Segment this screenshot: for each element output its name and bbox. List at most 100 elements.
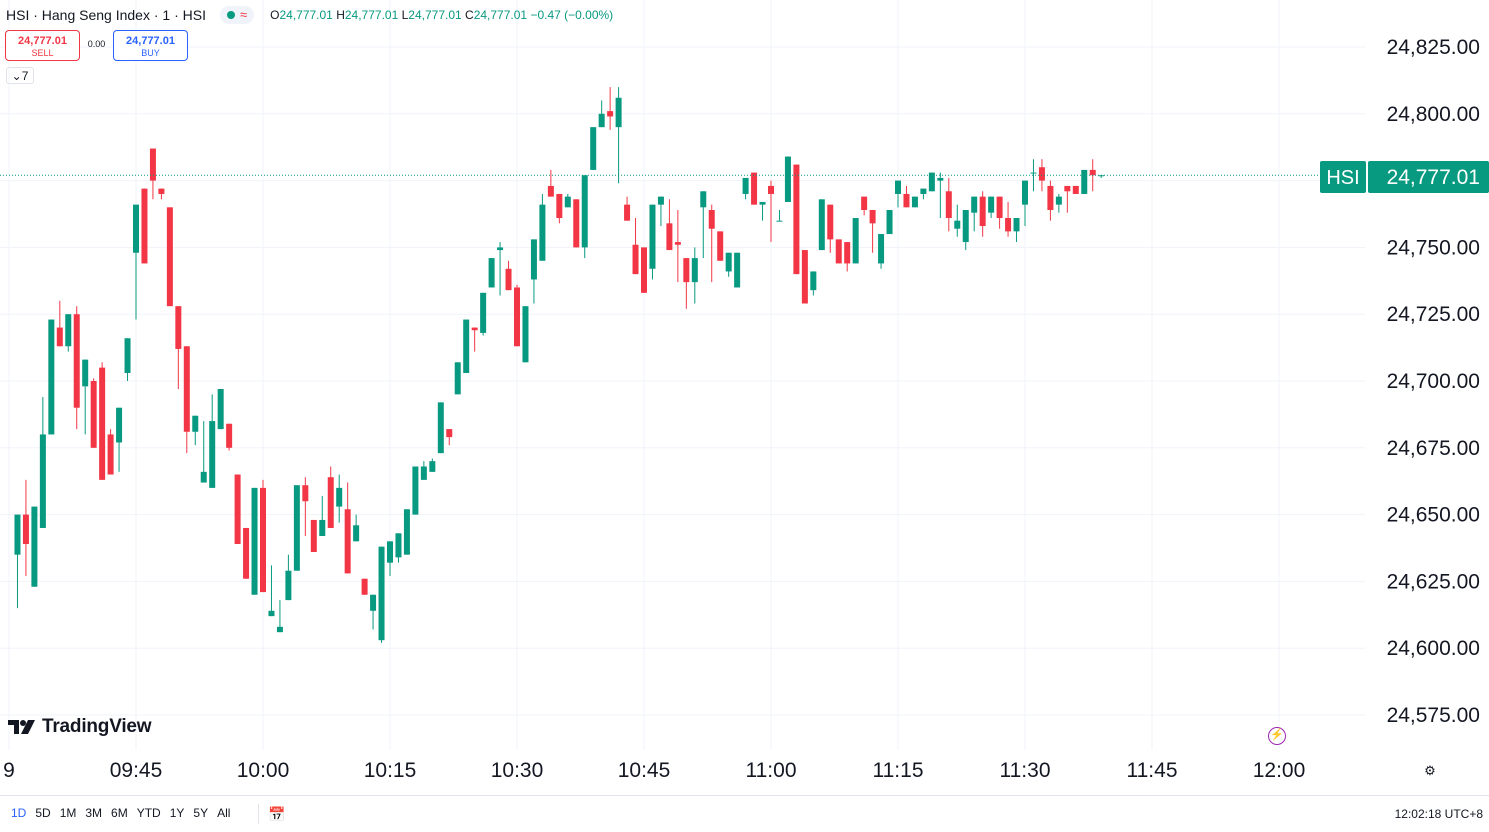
price-axis-label: 24,650.00 xyxy=(1387,504,1480,527)
candle-body xyxy=(725,252,732,272)
range-button-1y[interactable]: 1Y xyxy=(169,806,185,820)
candle-body xyxy=(480,292,487,333)
candle-body xyxy=(361,578,368,595)
symbol-header: HSI · Hang Seng Index · 1 · HSI ≈ O24,77… xyxy=(6,6,613,24)
range-button-all[interactable]: All xyxy=(217,806,231,820)
range-button-ytd[interactable]: YTD xyxy=(136,806,161,820)
range-button-1d[interactable]: 1D xyxy=(11,806,27,820)
candle-body xyxy=(1098,175,1105,177)
candle-body xyxy=(505,268,512,291)
candle-body xyxy=(1064,185,1071,192)
lightning-icon[interactable]: ⚡ xyxy=(1268,727,1286,745)
range-button-5y[interactable]: 5Y xyxy=(193,806,209,820)
open-label: O xyxy=(270,8,280,22)
candle-body xyxy=(387,541,393,563)
candle-body xyxy=(878,234,885,264)
candle-body xyxy=(852,218,859,264)
sell-price: 24,777.01 xyxy=(18,35,67,47)
candle-body xyxy=(564,196,571,208)
candle-body xyxy=(708,209,715,229)
candle-body xyxy=(1030,172,1037,174)
candle-body xyxy=(1022,180,1028,205)
time-axis-label: 10:45 xyxy=(618,759,671,782)
candle-body xyxy=(581,175,588,248)
clock-readout[interactable]: 12:02:18 UTC+8 xyxy=(1394,807,1483,821)
candle-body xyxy=(886,209,893,235)
settings-icon[interactable]: ⚙ xyxy=(1424,763,1436,778)
candle-body xyxy=(378,546,385,641)
price-axis-label: 24,725.00 xyxy=(1387,303,1480,326)
candle-body xyxy=(183,346,190,432)
candles-layer xyxy=(14,87,1105,643)
candle-body xyxy=(988,196,995,213)
buy-button[interactable]: 24,777.01 BUY xyxy=(113,30,188,61)
candle-body xyxy=(573,199,580,248)
candle-body xyxy=(1072,185,1079,194)
time-axis-label: 10:00 xyxy=(237,759,290,782)
buy-label: BUY xyxy=(141,48,160,58)
candle-body xyxy=(979,196,986,227)
range-button-6m[interactable]: 6M xyxy=(111,806,128,820)
market-open-dot-icon xyxy=(226,11,235,19)
candle-body xyxy=(649,204,656,269)
candle-body xyxy=(590,127,597,170)
price-axis[interactable]: 24,825.0024,800.0024,775.0024,750.0024,7… xyxy=(1387,36,1480,727)
price-chart[interactable]: 24,825.0024,800.0024,775.0024,750.0024,7… xyxy=(0,0,1489,795)
market-status[interactable]: ≈ xyxy=(219,6,255,24)
symbol-title[interactable]: HSI · Hang Seng Index · 1 · HSI xyxy=(6,7,206,23)
candle-body xyxy=(243,527,250,579)
candle-body xyxy=(158,188,165,194)
price-axis-label: 24,600.00 xyxy=(1387,637,1480,660)
candle-body xyxy=(1055,196,1062,205)
open-value: 24,777.01 xyxy=(279,8,333,22)
indicators-toggle-button[interactable]: ⌄7 xyxy=(6,67,34,84)
candle-body xyxy=(353,525,360,542)
tradingview-logo-icon xyxy=(8,720,35,734)
candle-body xyxy=(962,209,969,243)
candle-body xyxy=(784,156,791,202)
candle-body xyxy=(90,381,97,448)
sell-button[interactable]: 24,777.01 SELL xyxy=(5,30,80,61)
candle-body xyxy=(801,250,808,304)
candle-body xyxy=(547,185,554,197)
candle-body xyxy=(903,193,910,208)
low-value: 24,777.01 xyxy=(408,8,462,22)
range-button-3m[interactable]: 3M xyxy=(85,806,103,820)
buy-price: 24,777.01 xyxy=(126,35,175,47)
candle-body xyxy=(1081,169,1088,194)
candle-body xyxy=(260,487,266,593)
change-value: −0.47 (−0.00%) xyxy=(530,8,614,22)
close-label: C xyxy=(465,8,474,22)
candle-body xyxy=(276,626,283,633)
candle-body xyxy=(751,172,758,205)
calendar-icon[interactable]: 📅 xyxy=(268,806,286,822)
candle-body xyxy=(107,434,114,475)
candle-body xyxy=(700,191,707,208)
time-axis[interactable]: 9 09:45 10:00 10:15 10:30 10:45 11:00 11:15 11:3… xyxy=(3,759,1305,782)
candle-body xyxy=(22,514,29,544)
time-axis-label: 12:00 xyxy=(1253,759,1306,782)
tradingview-logo[interactable]: TradingView xyxy=(8,716,152,738)
candle-body xyxy=(954,220,961,229)
candle-body xyxy=(302,485,309,502)
candle-body xyxy=(759,201,766,205)
time-axis-label: 09:45 xyxy=(110,759,163,782)
candle-body xyxy=(717,231,724,261)
candle-body xyxy=(226,423,233,448)
candle-body xyxy=(251,487,258,595)
candle-body xyxy=(810,271,817,291)
last-price-tag: HSI 24,777.01 xyxy=(1320,161,1489,193)
spread-value: 0.00 xyxy=(87,39,106,49)
indicator-count: 7 xyxy=(21,69,29,83)
candle-body xyxy=(488,258,495,288)
candle-body xyxy=(937,177,944,181)
range-button-5d[interactable]: 5D xyxy=(35,806,51,820)
last-price-tag-symbol: HSI xyxy=(1326,167,1359,189)
candle-body xyxy=(928,172,935,192)
candle-body xyxy=(463,319,470,373)
candle-body xyxy=(48,319,55,435)
low-label: L xyxy=(401,8,409,22)
candle-body xyxy=(14,514,21,555)
range-button-1m[interactable]: 1M xyxy=(59,806,77,820)
candle-body xyxy=(869,209,876,224)
